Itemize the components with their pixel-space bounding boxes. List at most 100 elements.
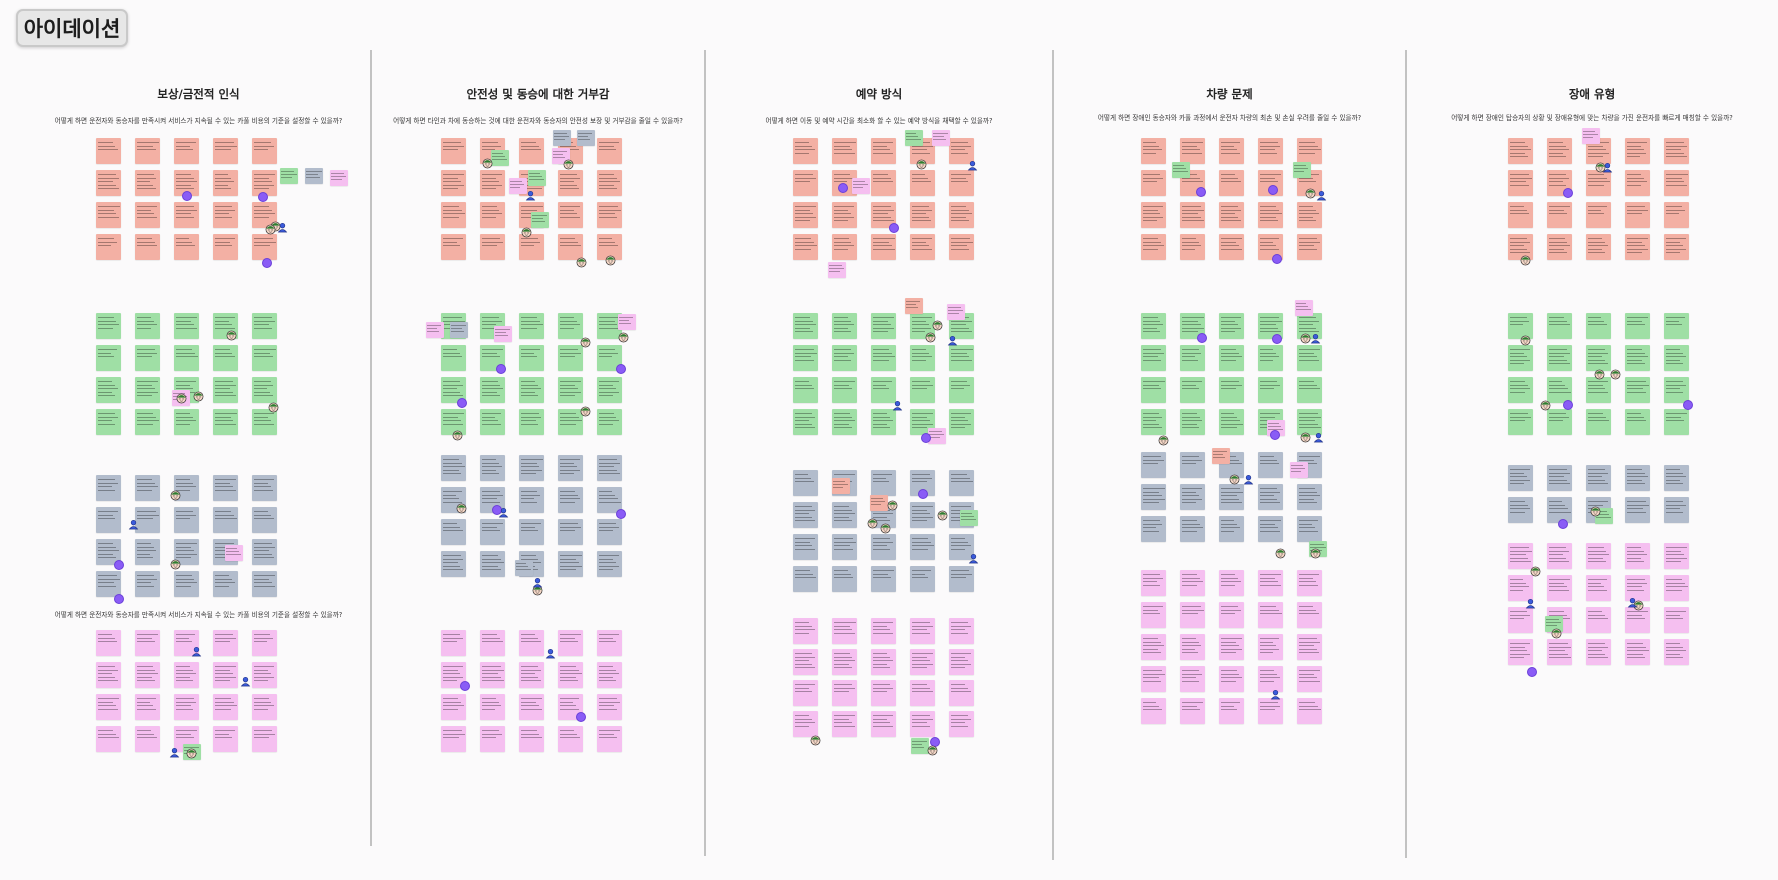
sticky-note[interactable]	[1141, 377, 1166, 403]
sticky-note[interactable]	[910, 377, 935, 403]
sticky-note[interactable]	[135, 202, 160, 228]
sticky-note[interactable]	[871, 409, 896, 435]
sticky-note[interactable]	[558, 694, 583, 720]
sticky-note[interactable]	[1258, 516, 1283, 542]
sticky-note[interactable]	[793, 566, 818, 592]
sticky-note[interactable]	[793, 711, 818, 737]
sticky-note[interactable]	[96, 409, 121, 435]
sticky-note[interactable]	[174, 662, 199, 688]
sticky-note[interactable]	[252, 170, 277, 196]
sticky-note[interactable]	[252, 630, 277, 656]
sticky-note[interactable]	[1258, 698, 1283, 724]
sticky-note-small[interactable]	[305, 168, 323, 184]
sticky-note[interactable]	[441, 519, 466, 545]
sticky-note[interactable]	[597, 694, 622, 720]
sticky-note[interactable]	[910, 234, 935, 260]
sticky-note[interactable]	[793, 202, 818, 228]
sticky-note[interactable]	[597, 519, 622, 545]
sticky-note[interactable]	[871, 170, 896, 196]
sticky-note[interactable]	[1586, 345, 1611, 371]
sticky-note[interactable]	[1180, 666, 1205, 692]
sticky-note[interactable]	[832, 202, 857, 228]
sticky-note[interactable]	[832, 234, 857, 260]
sticky-note[interactable]	[252, 377, 277, 403]
sticky-note[interactable]	[871, 618, 896, 644]
sticky-note[interactable]	[1586, 409, 1611, 435]
sticky-note[interactable]	[1141, 666, 1166, 692]
sticky-note-small[interactable]	[928, 428, 946, 444]
sticky-note[interactable]	[793, 534, 818, 560]
sticky-note-small[interactable]	[1212, 448, 1230, 464]
sticky-note[interactable]	[871, 649, 896, 675]
sticky-note[interactable]	[96, 630, 121, 656]
sticky-note[interactable]	[1297, 516, 1322, 542]
sticky-note[interactable]	[213, 345, 238, 371]
sticky-note[interactable]	[135, 377, 160, 403]
sticky-note[interactable]	[1180, 452, 1205, 478]
sticky-note[interactable]	[252, 507, 277, 533]
sticky-note[interactable]	[1219, 377, 1244, 403]
sticky-note[interactable]	[135, 507, 160, 533]
sticky-note[interactable]	[252, 234, 277, 260]
sticky-note[interactable]	[480, 551, 505, 577]
sticky-note[interactable]	[213, 630, 238, 656]
sticky-note[interactable]	[949, 470, 974, 496]
sticky-note[interactable]	[1547, 543, 1572, 569]
sticky-note[interactable]	[558, 519, 583, 545]
sticky-note[interactable]	[1297, 666, 1322, 692]
sticky-note[interactable]	[1180, 234, 1205, 260]
sticky-note[interactable]	[96, 662, 121, 688]
sticky-note[interactable]	[1219, 484, 1244, 510]
sticky-note[interactable]	[174, 313, 199, 339]
sticky-note[interactable]	[213, 138, 238, 164]
sticky-note[interactable]	[480, 234, 505, 260]
sticky-note[interactable]	[1664, 497, 1689, 523]
sticky-note[interactable]	[135, 138, 160, 164]
sticky-note[interactable]	[441, 234, 466, 260]
sticky-note-small[interactable]	[1295, 300, 1313, 316]
sticky-note[interactable]	[597, 662, 622, 688]
sticky-note[interactable]	[213, 694, 238, 720]
sticky-note[interactable]	[793, 470, 818, 496]
sticky-note[interactable]	[135, 539, 160, 565]
sticky-note[interactable]	[1625, 138, 1650, 164]
sticky-note[interactable]	[949, 649, 974, 675]
sticky-note[interactable]	[793, 313, 818, 339]
sticky-note[interactable]	[558, 409, 583, 435]
sticky-note-small[interactable]	[531, 212, 549, 228]
sticky-note[interactable]	[793, 409, 818, 435]
sticky-note[interactable]	[1141, 138, 1166, 164]
sticky-note[interactable]	[1547, 377, 1572, 403]
sticky-note[interactable]	[1508, 409, 1533, 435]
sticky-note[interactable]	[252, 313, 277, 339]
sticky-note[interactable]	[1258, 345, 1283, 371]
sticky-note[interactable]	[558, 455, 583, 481]
sticky-note[interactable]	[558, 487, 583, 513]
sticky-note[interactable]	[1180, 516, 1205, 542]
sticky-note[interactable]	[96, 377, 121, 403]
sticky-note[interactable]	[949, 680, 974, 706]
sticky-note[interactable]	[135, 234, 160, 260]
sticky-note[interactable]	[793, 377, 818, 403]
sticky-note[interactable]	[480, 694, 505, 720]
sticky-note[interactable]	[1141, 345, 1166, 371]
sticky-note[interactable]	[832, 680, 857, 706]
sticky-note[interactable]	[1508, 345, 1533, 371]
sticky-note[interactable]	[1180, 698, 1205, 724]
sticky-note[interactable]	[871, 566, 896, 592]
sticky-note[interactable]	[1180, 345, 1205, 371]
sticky-note[interactable]	[910, 618, 935, 644]
sticky-note[interactable]	[96, 313, 121, 339]
sticky-note[interactable]	[1586, 377, 1611, 403]
sticky-note[interactable]	[558, 630, 583, 656]
sticky-note[interactable]	[174, 234, 199, 260]
sticky-note[interactable]	[949, 138, 974, 164]
sticky-note[interactable]	[1625, 170, 1650, 196]
sticky-note[interactable]	[558, 170, 583, 196]
sticky-note[interactable]	[793, 502, 818, 528]
sticky-note[interactable]	[519, 694, 544, 720]
sticky-note[interactable]	[1219, 666, 1244, 692]
sticky-note[interactable]	[1258, 666, 1283, 692]
sticky-note[interactable]	[1625, 497, 1650, 523]
sticky-note[interactable]	[1180, 634, 1205, 660]
